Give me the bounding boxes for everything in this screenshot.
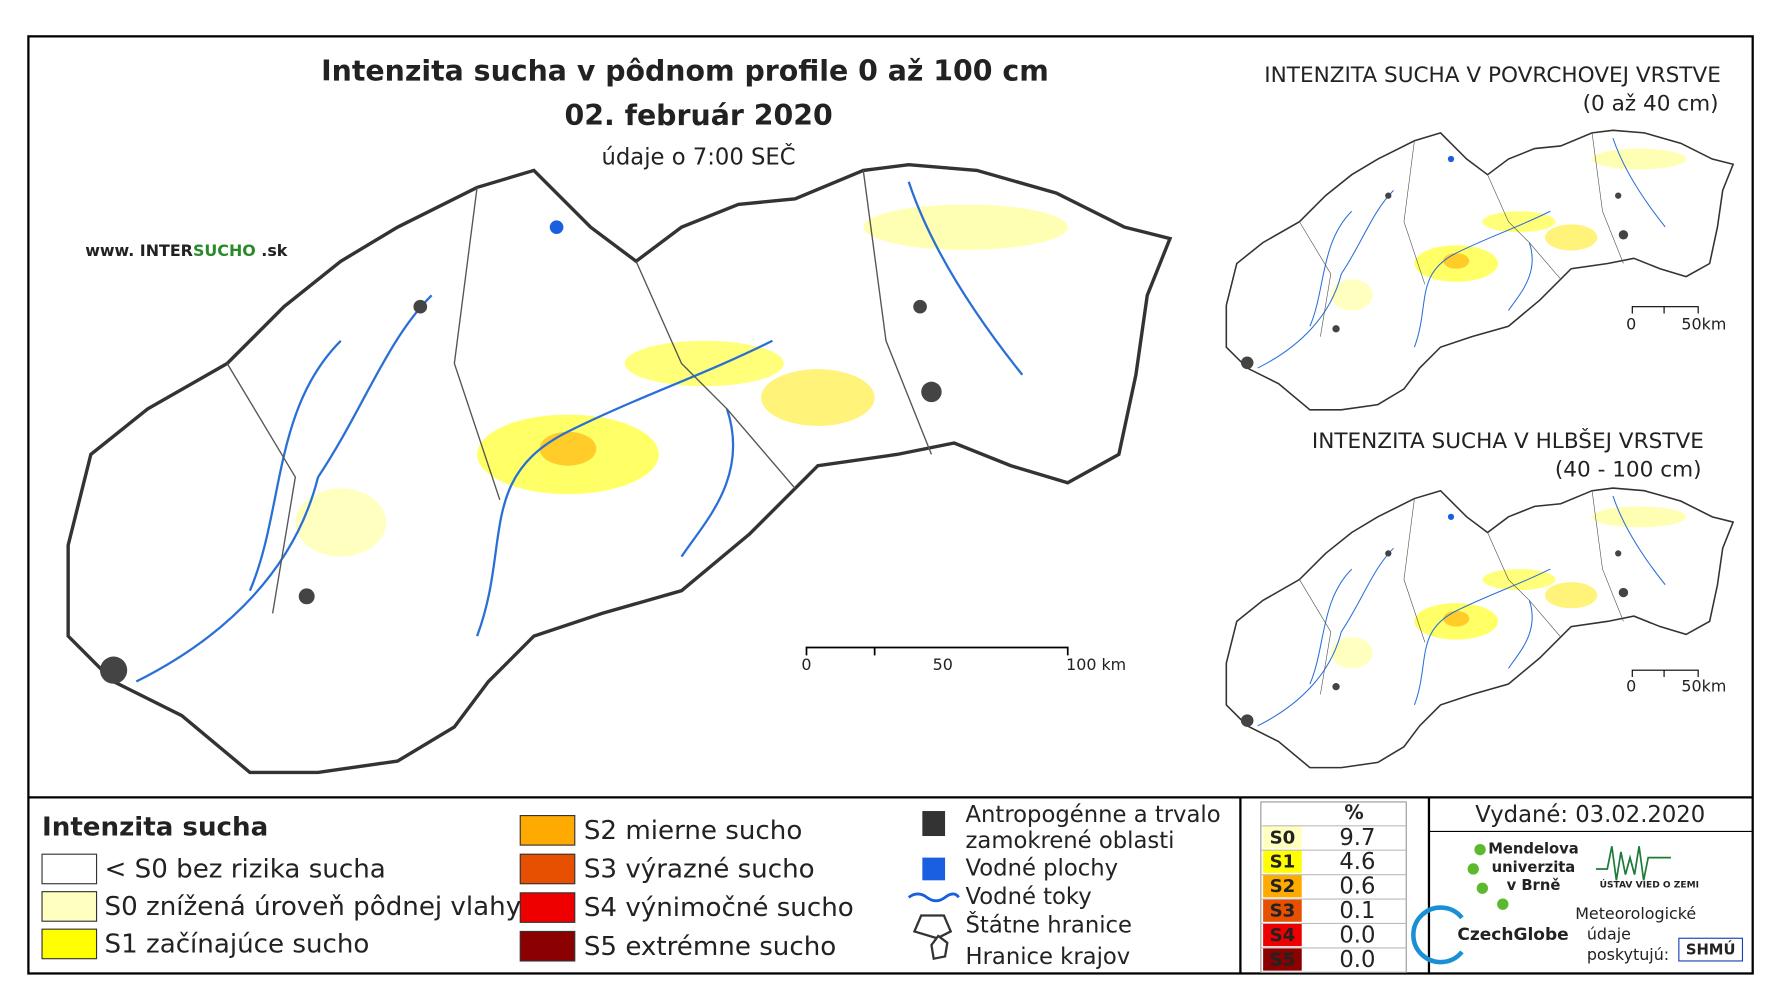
- class-cell: [1263, 825, 1302, 849]
- scale-label: 50: [933, 655, 953, 674]
- legend: < S0 bez rizika sucha S0 znížená úroveň p…: [41, 815, 854, 962]
- legend-swatch: [41, 853, 98, 885]
- scale-label: 0: [1626, 314, 1636, 333]
- class-value: 0.0: [1339, 922, 1375, 948]
- class-label: S4: [1270, 925, 1296, 946]
- legend-swatch: [41, 891, 98, 922]
- scale-label: 0: [1626, 677, 1636, 696]
- legend-swatch: [519, 930, 576, 962]
- legend-label: Vodné plochy: [966, 855, 1119, 881]
- legend-label: Vodné toky: [966, 884, 1092, 910]
- partner-text: poskytujú:: [1587, 945, 1669, 964]
- class-label: S2: [1270, 876, 1296, 897]
- inset-subtitle: (40 - 100 cm): [1555, 457, 1702, 482]
- legend-label: S0 znížená úroveň pôdnej vlahy: [105, 892, 522, 922]
- legend-label: S4 výnimočné sucho: [584, 893, 854, 923]
- inset-title: INTENZITA SUCHA V POVRCHOVEJ VRSTVE: [1264, 63, 1721, 88]
- partner-text: ÚSTAV VIED O ZEMI: [1600, 878, 1699, 890]
- issued: Vydané: 03.02.2020: [1475, 802, 1705, 828]
- class-cell: [1263, 923, 1302, 947]
- inset-subtitle: (0 až 40 cm): [1583, 92, 1719, 117]
- stats-table: % S0 9.7 S1 4.6 S2 0.6 S3 0.1 S4 0.0 S5 0.0: [1260, 801, 1407, 973]
- class-label: S0: [1270, 827, 1296, 848]
- legend-label: S5 extrémne sucho: [584, 932, 836, 962]
- class-value: 9.7: [1339, 825, 1375, 851]
- legend-label: Štátne hranice: [966, 910, 1132, 938]
- partner-text: údaje: [1587, 924, 1631, 943]
- legend-label: S3 výrazné sucho: [584, 855, 815, 885]
- inset-title: INTENZITA SUCHA V HLBŠEJ VRSTVE: [1312, 428, 1704, 454]
- class-value: 4.6: [1339, 849, 1375, 875]
- legend-label: Antropogénne a trvalo: [966, 802, 1221, 828]
- class-cell: [1263, 947, 1302, 971]
- class-cell: [1263, 850, 1302, 873]
- legend-title: Intenzita sucha: [42, 813, 268, 843]
- website: www. INTERSUCHO .sk: [85, 241, 288, 260]
- time-note: údaje o 7:00 SEČ: [602, 142, 796, 170]
- scale-label: 0: [801, 655, 811, 674]
- partner-text: v Brně: [1507, 877, 1561, 894]
- table-frame: [1260, 801, 1407, 973]
- class-cell: [1263, 899, 1302, 922]
- scale-label: 50km: [1681, 314, 1726, 333]
- legend-label: S1 začínajúce sucho: [105, 930, 370, 960]
- class-label: S3: [1270, 901, 1296, 922]
- legend-label: zamokrené oblasti: [966, 828, 1175, 854]
- class-cell: [1263, 874, 1302, 898]
- legend-swatch: [519, 853, 576, 885]
- class-value: 0.6: [1339, 874, 1375, 900]
- legend-swatch: [41, 928, 98, 960]
- legend-swatch: [519, 892, 576, 923]
- scale-label: 50km: [1681, 677, 1726, 696]
- partner-text: CzechGlobe: [1457, 925, 1568, 945]
- class-value: 0.0: [1339, 947, 1375, 973]
- partner-text: univerzita: [1492, 859, 1576, 876]
- legend-label: Hranice krajov: [966, 944, 1131, 970]
- date: 02. február 2020: [564, 99, 832, 132]
- partner-text: Meteorologické: [1575, 904, 1696, 923]
- table-header: %: [1344, 801, 1363, 824]
- partner-text: Mendelova: [1488, 841, 1579, 858]
- legend-label: < S0 bez rizika sucha: [105, 855, 386, 885]
- scale-label: 100 km: [1066, 655, 1126, 674]
- partner-text: SHMÚ: [1686, 941, 1736, 959]
- legend-label: S2 mierne sucho: [584, 816, 802, 846]
- legend-swatch: [519, 815, 576, 846]
- class-value: 0.1: [1339, 898, 1375, 924]
- class-label: S1: [1270, 852, 1296, 873]
- class-label: S5: [1270, 949, 1296, 970]
- title: Intenzita sucha v pôdnom profile 0 až 10…: [321, 55, 1049, 88]
